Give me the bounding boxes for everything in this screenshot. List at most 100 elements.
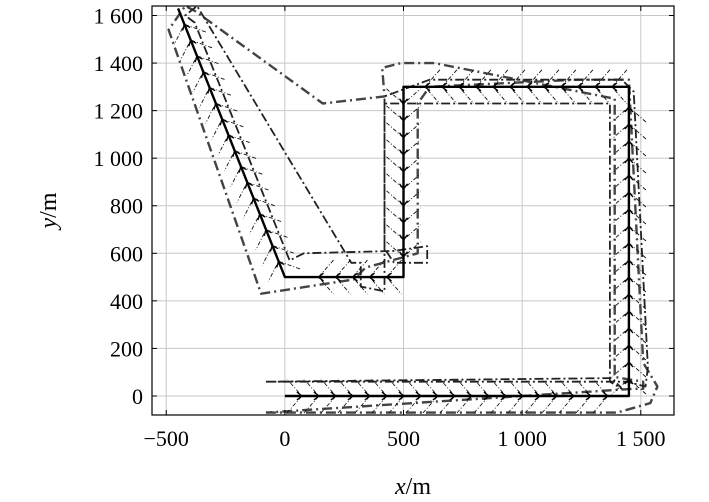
- corridor-chevron: [223, 150, 257, 172]
- corridor-chevron: [386, 207, 421, 224]
- x-axis-unit: /m: [406, 474, 432, 500]
- corridor-chevron: [261, 244, 294, 266]
- y-tick-label: 0: [132, 384, 143, 409]
- corridor-chevron: [303, 378, 320, 414]
- corridor-chevron: [230, 165, 263, 187]
- y-axis-unit: /m: [36, 192, 62, 218]
- corridor-chevron: [255, 229, 288, 251]
- corridor-chevron: [236, 181, 269, 203]
- corridor-chevron: [198, 86, 232, 108]
- reference-path-line: [176, 7, 631, 398]
- x-tick-label: 0: [279, 426, 290, 451]
- corridor-chevron: [611, 140, 647, 157]
- corridor-chevron: [507, 378, 524, 414]
- corridor-chevron: [594, 69, 611, 105]
- y-tick-label: 1 200: [94, 99, 144, 124]
- x-axis-label: x/m: [394, 474, 431, 500]
- corridor-chevron: [385, 259, 402, 295]
- corridor-chevron: [386, 224, 421, 241]
- x-tick-label: −500: [144, 426, 189, 451]
- corridor-chevron: [611, 225, 647, 242]
- y-tick-label: 1 400: [94, 51, 144, 76]
- y-tick-label: 600: [110, 241, 143, 266]
- corridor-chevron: [611, 327, 647, 344]
- corridor-chevron: [386, 139, 421, 156]
- corridor-chevron: [179, 39, 213, 61]
- corridor-chevron: [211, 118, 244, 140]
- corridor-chevron: [317, 259, 334, 295]
- plot-frame: [151, 5, 675, 416]
- corridor-chevron: [386, 241, 421, 258]
- corridor-chevron: [249, 213, 282, 235]
- corridor-chevron: [186, 55, 219, 77]
- corridor-chevron: [611, 157, 647, 174]
- x-axis-ticks: −500 0 500 1 000 1 500: [144, 6, 666, 451]
- corridor-chevron: [611, 293, 647, 310]
- corridor-chevron: [424, 69, 441, 105]
- corridor-chevron: [611, 361, 647, 378]
- corridor-chevron: [320, 378, 337, 414]
- corridor-boundaries: [167, 4, 659, 414]
- reference-path: [176, 7, 631, 398]
- y-tick-label: 1 000: [94, 146, 144, 171]
- corridor-chevron: [386, 156, 421, 173]
- corridor-chevron: [611, 378, 647, 395]
- corridor-chevron: [611, 310, 647, 327]
- y-axis-ticks: 0 200 400 600 800 1 000 1 200 1 400 1 600: [94, 4, 674, 409]
- corridor-chevron: [267, 260, 301, 282]
- y-tick-label: 400: [110, 289, 143, 314]
- corridor-chevron: [217, 134, 250, 156]
- corridor-chevron: [492, 69, 509, 105]
- corridor-chevron: [458, 69, 475, 105]
- corridor-chevron: [386, 122, 421, 139]
- corridor-chevron: [334, 259, 351, 295]
- corridor-chevron: [592, 378, 609, 414]
- y-axis-var: y: [36, 218, 62, 231]
- y-axis-label: y/m: [36, 192, 62, 230]
- corridor-chevron: [611, 259, 647, 276]
- x-tick-label: 500: [387, 426, 420, 451]
- corridor-chevron: [611, 191, 647, 208]
- corridor-chevron: [354, 378, 371, 414]
- y-tick-label: 800: [110, 194, 143, 219]
- corridor-chevron: [524, 378, 541, 414]
- corridor-chevron: [405, 378, 422, 414]
- corridor-chevron: [541, 378, 558, 414]
- corridor-chevron: [439, 378, 456, 414]
- corridor-chevron: [242, 197, 275, 219]
- corridor-chevron: [386, 105, 421, 122]
- corridor-chevron: [490, 378, 507, 414]
- corridor-chevron: [441, 69, 458, 105]
- corridor-chevron: [351, 259, 368, 295]
- corridor-chevron: [386, 190, 421, 207]
- corridor-chevron: [611, 123, 647, 140]
- y-tick-label: 200: [110, 336, 143, 361]
- corridor-chevron: [475, 69, 492, 105]
- direction-chevrons: [173, 23, 647, 414]
- corridor-chevron: [473, 378, 490, 414]
- corridor-chevron: [386, 88, 421, 105]
- corridor-chevron: [509, 69, 526, 105]
- x-axis-var: x: [394, 474, 406, 500]
- corridor-chevron: [560, 69, 577, 105]
- corridor-chevron: [611, 69, 628, 105]
- corridor-chevron: [286, 378, 303, 414]
- corridor-chevron: [611, 344, 647, 361]
- corridor-chevron: [543, 69, 560, 105]
- corridor-chevron: [386, 173, 421, 190]
- corridor-chevron: [456, 378, 473, 414]
- corridor-chevron: [368, 259, 385, 295]
- corridor-chevron: [611, 242, 647, 259]
- corridor-chevron: [371, 378, 388, 414]
- corridor-chevron: [192, 71, 225, 93]
- y-tick-label: 1 600: [94, 4, 144, 29]
- x-tick-label: 1 000: [497, 426, 547, 451]
- corridor-chevron: [337, 378, 354, 414]
- corridor-chevron: [526, 69, 543, 105]
- grid-lines: [152, 6, 674, 415]
- corridor-chevron: [422, 378, 439, 414]
- corridor-chevron: [388, 378, 405, 414]
- corridor-chevron: [611, 208, 647, 225]
- corridor-chevron: [577, 69, 594, 105]
